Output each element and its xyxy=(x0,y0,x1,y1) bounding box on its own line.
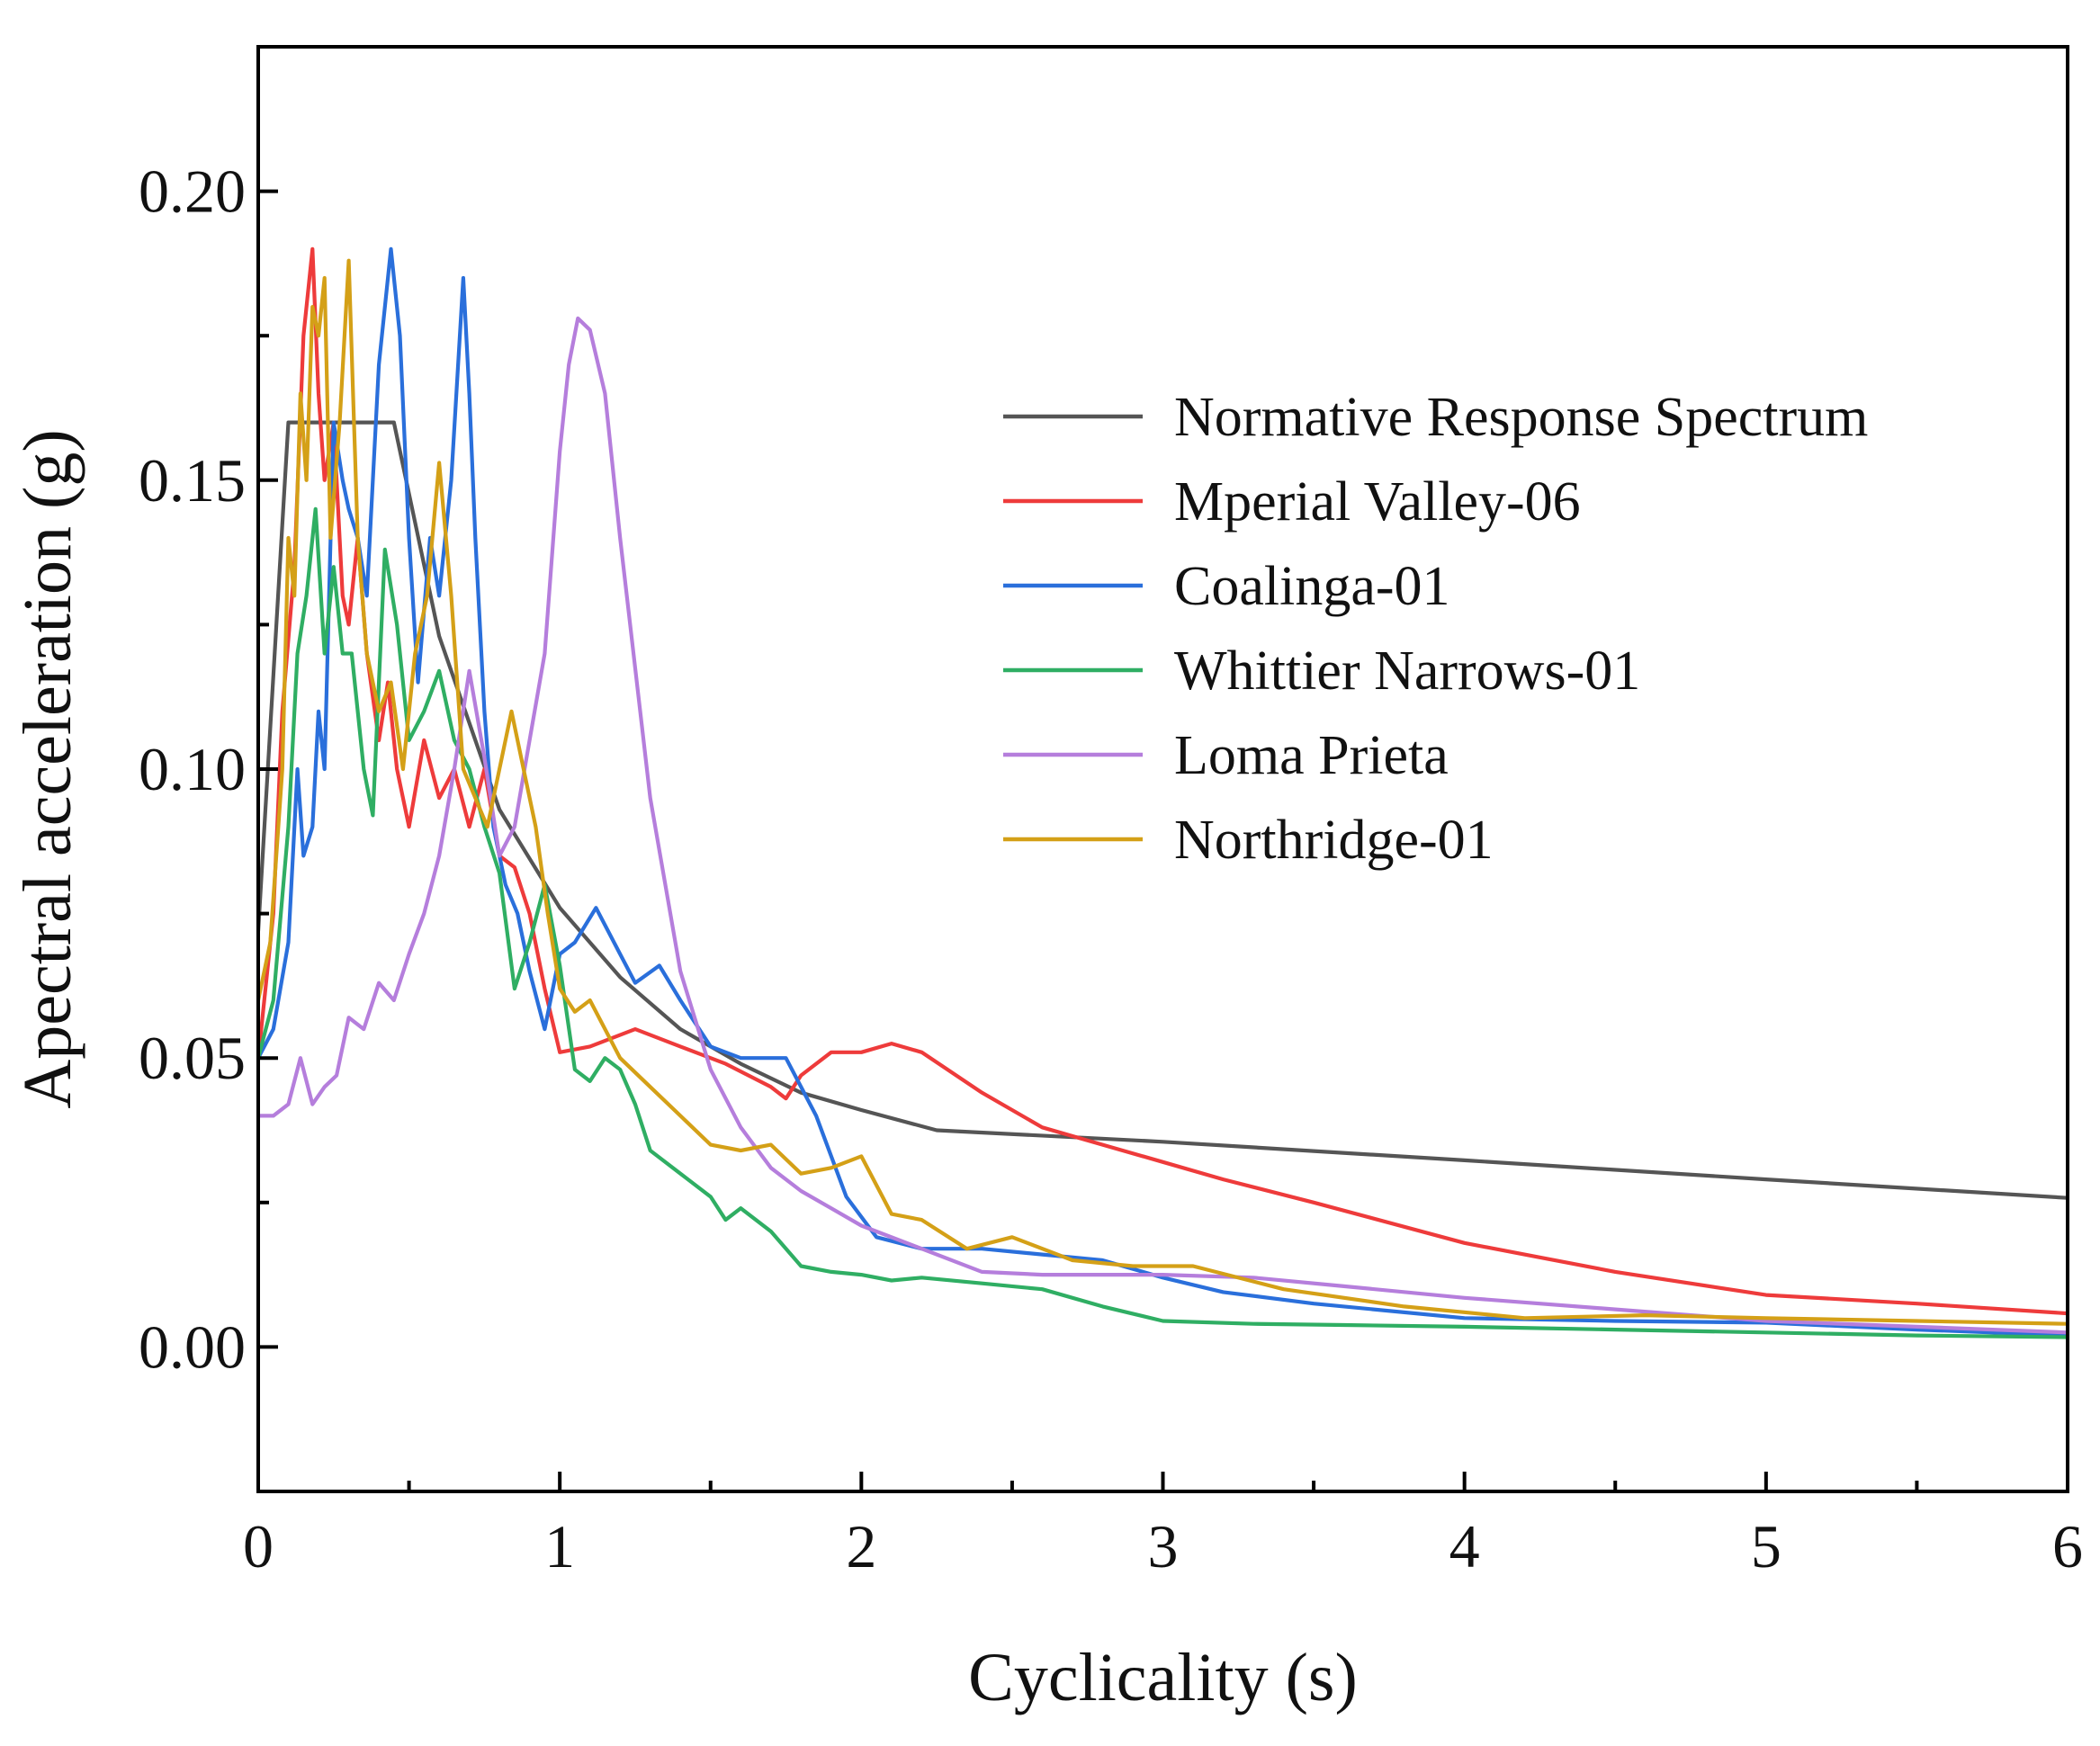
legend-label-1: Normative Response Spectrum xyxy=(1174,387,1868,448)
x-axis-title: Cyclicality (s) xyxy=(968,1640,1358,1715)
x-tick-label: 4 xyxy=(1449,1512,1480,1580)
series-line-3 xyxy=(258,246,2068,1338)
x-tick-label: 5 xyxy=(1751,1512,1781,1580)
y-axis-title: Apectral acceleration (g) xyxy=(10,429,85,1108)
x-tick-label: 0 xyxy=(243,1512,274,1580)
legend-label-6: Northridge-01 xyxy=(1174,810,1494,871)
x-tick-label: 1 xyxy=(544,1512,575,1580)
y-axis-ticks: 0.00 0.05 0.10 0.15 0.20 xyxy=(139,157,278,1381)
y-tick-label: 0.15 xyxy=(139,446,246,515)
legend-label-2: Mperial Valley-06 xyxy=(1174,471,1581,533)
legend-label-4: Whittier Narrows-01 xyxy=(1174,640,1640,702)
y-tick-label: 0.00 xyxy=(139,1312,246,1381)
x-axis-ticks: 0 1 2 3 4 5 6 xyxy=(243,1472,2083,1580)
series-line-5 xyxy=(258,316,2068,1335)
legend-label-5: Loma Prieta xyxy=(1174,725,1449,786)
series-line-6 xyxy=(258,258,2068,1326)
y-tick-label: 0.20 xyxy=(139,157,246,226)
x-tick-label: 3 xyxy=(1148,1512,1179,1580)
y-tick-label: 0.05 xyxy=(139,1024,246,1092)
legend-label-3: Coalinga-01 xyxy=(1174,556,1450,617)
x-tick-label: 2 xyxy=(846,1512,876,1580)
series-line-4 xyxy=(258,506,2068,1339)
y-tick-label: 0.10 xyxy=(139,735,246,803)
x-tick-label: 6 xyxy=(2052,1512,2083,1580)
plot-lines xyxy=(258,246,2068,1339)
series-line-1 xyxy=(258,420,2068,1200)
legend: Normative Response Spectrum Mperial Valle… xyxy=(1003,387,1868,871)
